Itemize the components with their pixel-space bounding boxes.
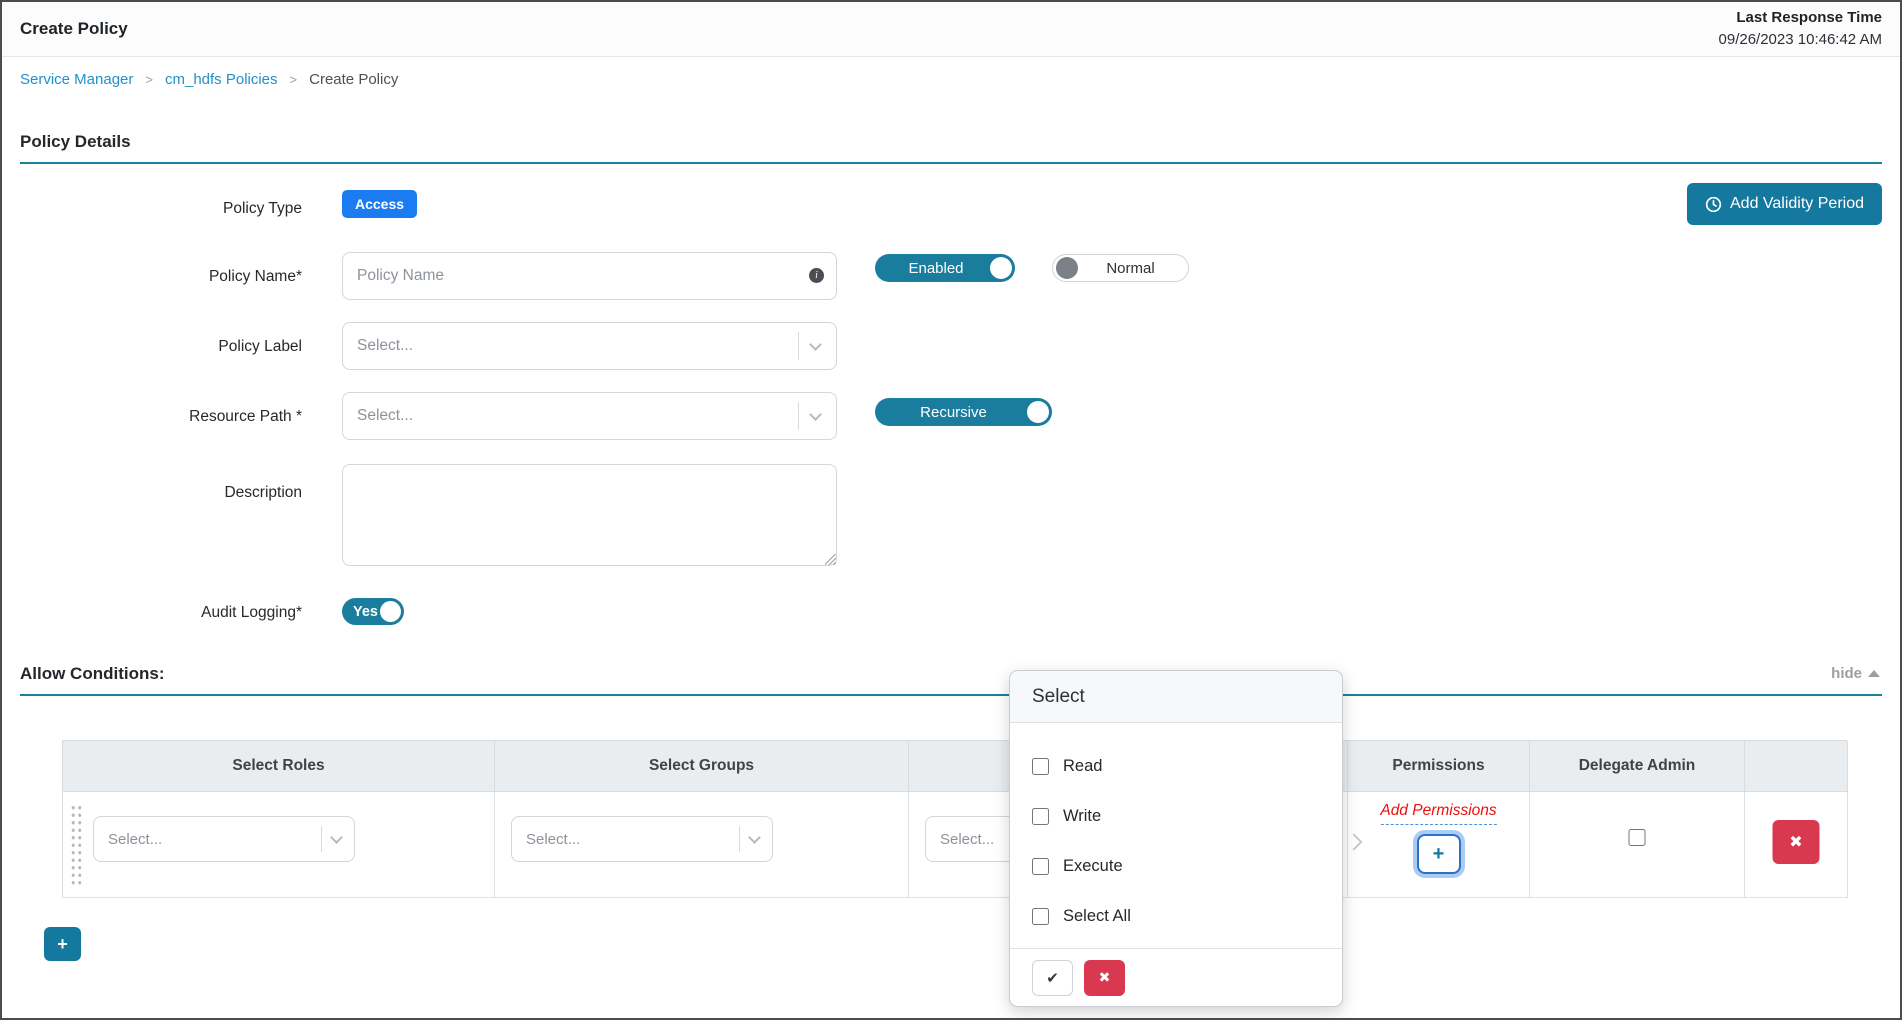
select-all-label: Select All (1063, 906, 1131, 925)
col-header-select-groups: Select Groups (495, 741, 909, 792)
description-label: Description (224, 484, 302, 501)
last-response-label: Last Response Time (1736, 9, 1882, 26)
hide-link[interactable]: hide (1831, 665, 1880, 682)
policy-type-label: Policy Type (223, 200, 302, 217)
add-validity-period-button[interactable]: Add Validity Period (1687, 183, 1882, 225)
cell-select-roles: Select... (63, 792, 495, 898)
policy-name-field-wrap: i (342, 252, 837, 300)
top-bar: Create Policy Last Response Time 09/26/2… (2, 2, 1900, 57)
chevron-right-icon (1345, 833, 1363, 851)
chevron-down-icon (330, 830, 343, 844)
enabled-toggle-label: Enabled (908, 259, 964, 277)
select-divider (798, 332, 799, 360)
add-condition-row-button[interactable]: + (44, 927, 81, 961)
add-validity-period-label: Add Validity Period (1730, 195, 1864, 212)
clock-icon (1705, 196, 1722, 213)
permission-option-write[interactable]: Write (1032, 791, 1320, 841)
add-permissions-link[interactable]: Add Permissions (1380, 802, 1497, 825)
policy-label-placeholder: Select... (357, 337, 413, 354)
write-label: Write (1063, 806, 1102, 825)
select-all-checkbox[interactable] (1032, 907, 1049, 925)
roles-select-placeholder: Select... (108, 830, 163, 848)
allow-conditions-heading: Allow Conditions: hide (20, 664, 1882, 696)
caret-up-icon (1868, 670, 1880, 677)
groups-select[interactable]: Select... (511, 816, 773, 862)
roles-select[interactable]: Select... (93, 816, 355, 862)
policy-name-input[interactable] (342, 252, 837, 300)
cell-row-actions: ✖ (1745, 792, 1848, 898)
permission-option-execute[interactable]: Execute (1032, 841, 1320, 891)
policy-label-select[interactable]: Select... (342, 322, 837, 370)
select-divider (739, 826, 740, 852)
read-label: Read (1063, 756, 1103, 775)
delegate-admin-checkbox[interactable] (1628, 829, 1646, 846)
execute-label: Execute (1063, 856, 1123, 875)
breadcrumb-separator: > (289, 72, 298, 87)
col-header-delegate-admin: Delegate Admin (1530, 741, 1745, 792)
breadcrumb-service-manager[interactable]: Service Manager (20, 71, 134, 88)
toggle-knob (1027, 401, 1049, 423)
drag-handle-icon[interactable] (70, 804, 83, 886)
permissions-popup-footer: ✔ ✖ (1010, 948, 1342, 1006)
policy-label-label: Policy Label (218, 338, 302, 355)
toggle-knob (1056, 257, 1078, 279)
cancel-permissions-button[interactable]: ✖ (1084, 959, 1125, 996)
breadcrumb-policies[interactable]: cm_hdfs Policies (164, 71, 278, 88)
chevron-down-icon (748, 830, 761, 844)
policy-name-label: Policy Name* (208, 268, 302, 285)
description-textarea[interactable] (342, 464, 837, 566)
audit-logging-toggle-label: Yes (353, 603, 378, 620)
chevron-down-icon (809, 337, 822, 351)
policy-details-heading: Policy Details (20, 132, 1882, 164)
select-divider (798, 402, 799, 430)
cell-delegate-admin (1530, 792, 1745, 898)
execute-checkbox[interactable] (1032, 857, 1049, 875)
permissions-popup-options: Read Write Execute Select All (1010, 723, 1342, 941)
chevron-down-icon (809, 407, 822, 421)
info-icon[interactable]: i (809, 268, 824, 283)
read-checkbox[interactable] (1032, 757, 1049, 775)
resource-path-label: Resource Path * (189, 408, 302, 425)
resource-path-placeholder: Select... (357, 407, 413, 424)
normal-toggle[interactable]: Normal (1052, 254, 1189, 282)
normal-toggle-label: Normal (1106, 259, 1155, 277)
cell-select-groups: Select... (495, 792, 909, 898)
col-header-actions (1745, 741, 1848, 792)
permission-option-select-all[interactable]: Select All (1032, 891, 1320, 941)
permissions-popup: Select Read Write Execute Select All ✔ ✖ (1009, 670, 1343, 1007)
permissions-popup-title: Select (1010, 671, 1342, 723)
write-checkbox[interactable] (1032, 807, 1049, 825)
recursive-toggle-label: Recursive (920, 403, 987, 421)
audit-logging-label: Audit Logging* (201, 604, 302, 621)
select-divider (321, 826, 322, 852)
resource-path-select[interactable]: Select... (342, 392, 837, 440)
toggle-knob (990, 257, 1012, 279)
page-title: Create Policy (20, 19, 128, 38)
enabled-toggle[interactable]: Enabled (875, 254, 1015, 282)
groups-select-placeholder: Select... (526, 830, 581, 848)
hide-label: hide (1831, 665, 1862, 682)
toggle-knob (380, 601, 401, 622)
breadcrumb: Service Manager > cm_hdfs Policies > Cre… (20, 57, 398, 102)
col-header-permissions: Permissions (1348, 741, 1530, 792)
last-response-value: 09/26/2023 10:46:42 AM (1718, 31, 1882, 48)
breadcrumb-current: Create Policy (309, 71, 399, 88)
permission-option-read[interactable]: Read (1032, 741, 1320, 791)
policy-type-badge: Access (342, 190, 418, 218)
allow-conditions-title: Allow Conditions: (20, 664, 165, 683)
delete-row-button[interactable]: ✖ (1772, 820, 1820, 864)
recursive-toggle[interactable]: Recursive (875, 398, 1052, 426)
cell-permissions: Add Permissions + (1345, 792, 1530, 898)
col-header-select-roles: Select Roles (63, 741, 495, 792)
allow-conditions-table: Select Roles Select Groups Permissions D… (62, 740, 1848, 898)
breadcrumb-separator: > (145, 72, 153, 87)
confirm-permissions-button[interactable]: ✔ (1032, 959, 1073, 996)
users-select-placeholder: Select... (940, 830, 995, 848)
last-response-block: Last Response Time 09/26/2023 10:46:42 A… (1719, 7, 1882, 51)
add-permission-plus-button[interactable]: + (1416, 834, 1461, 874)
audit-logging-toggle[interactable]: Yes (342, 598, 404, 625)
